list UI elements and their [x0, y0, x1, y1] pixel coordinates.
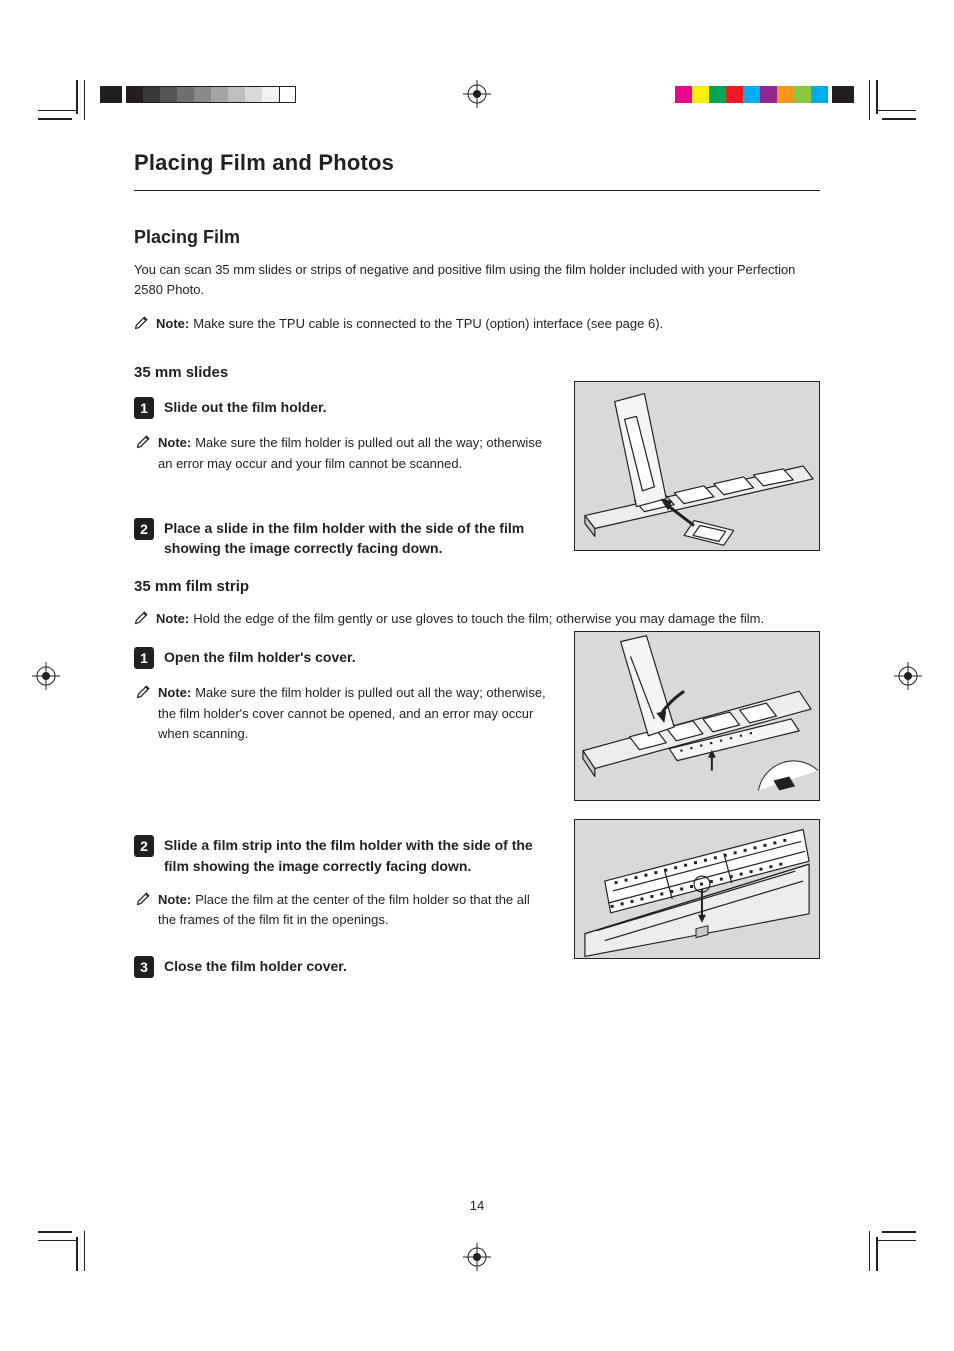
- note-body: Make sure the film holder is pulled out …: [158, 685, 546, 740]
- intro-paragraph: You can scan 35 mm slides or strips of n…: [134, 260, 820, 300]
- note-text: Note:Make sure the film holder is pulled…: [158, 683, 550, 743]
- registration-mark-icon: [463, 80, 491, 108]
- page-root: Placing Film and Photos Placing Film You…: [0, 0, 954, 1351]
- crop-mark: [876, 1237, 878, 1271]
- figure-strip-align: [574, 819, 820, 959]
- crop-mark: [38, 110, 78, 111]
- note-text: Note: Make sure the TPU cable is connecte…: [156, 314, 663, 334]
- crop-mark: [876, 80, 878, 114]
- note-icon: [136, 433, 158, 455]
- note-block: Note:Make sure the film holder is pulled…: [134, 683, 550, 743]
- crop-mark: [38, 118, 72, 120]
- page-number: 14: [470, 1198, 484, 1213]
- note-body: Hold the edge of the film gently or use …: [193, 611, 764, 626]
- color-calibration-bar: [675, 86, 854, 103]
- strip-columns-2: 2 Slide a film strip into the film holde…: [134, 819, 820, 978]
- note-icon: [134, 609, 156, 631]
- strip-columns-1: 1 Open the film holder's cover. Note:Mak…: [134, 631, 820, 801]
- step-number-icon: 2: [134, 835, 154, 857]
- grayscale-calibration-bar: [100, 86, 296, 103]
- note-body: Make sure the film holder is pulled out …: [158, 435, 542, 470]
- crop-mark: [38, 1240, 78, 1241]
- section-heading: Placing Film: [134, 227, 820, 248]
- crop-mark: [84, 80, 85, 120]
- registration-mark-icon: [32, 662, 60, 690]
- note-block: Note: Make sure the TPU cable is connecte…: [134, 314, 820, 336]
- step-text: Close the film holder cover.: [164, 956, 550, 976]
- step-3: 3 Close the film holder cover.: [134, 956, 550, 978]
- step-text: Open the film holder's cover.: [164, 647, 550, 667]
- horizontal-rule: [134, 190, 820, 191]
- step-number-icon: 1: [134, 397, 154, 419]
- registration-mark-icon: [463, 1243, 491, 1271]
- subsection-heading: 35 mm slides: [134, 364, 820, 381]
- step-text: Place a slide in the film holder with th…: [164, 518, 550, 559]
- note-label: Note:: [158, 685, 191, 700]
- figure-strip-open: [574, 631, 820, 801]
- note-label: Note:: [156, 611, 189, 626]
- crop-mark: [38, 1231, 72, 1233]
- page-title: Placing Film and Photos: [134, 150, 820, 176]
- step-number-icon: 1: [134, 647, 154, 669]
- step-2: 2 Slide a film strip into the film holde…: [134, 835, 550, 876]
- subsection-heading: 35 mm film strip: [134, 578, 820, 595]
- note-label: Note:: [156, 316, 189, 331]
- step-number-icon: 3: [134, 956, 154, 978]
- registration-mark-icon: [894, 662, 922, 690]
- note-icon: [136, 890, 158, 912]
- note-body: Make sure the TPU cable is connected to …: [193, 316, 663, 331]
- page-content: Placing Film and Photos Placing Film You…: [134, 150, 820, 1211]
- crop-mark: [876, 110, 916, 111]
- slides-columns: 1 Slide out the film holder. Note:Make s…: [134, 381, 820, 558]
- crop-mark: [84, 1231, 85, 1271]
- note-text: Note: Hold the edge of the film gently or…: [156, 609, 764, 629]
- step-1: 1 Open the film holder's cover.: [134, 647, 550, 669]
- note-body: Place the film at the center of the film…: [158, 892, 530, 927]
- note-label: Note:: [158, 435, 191, 450]
- step-text: Slide out the film holder.: [164, 397, 550, 417]
- note-icon: [134, 314, 156, 336]
- crop-mark: [869, 80, 870, 120]
- step-text: Slide a film strip into the film holder …: [164, 835, 550, 876]
- step-2: 2 Place a slide in the film holder with …: [134, 518, 550, 559]
- note-text: Note:Make sure the film holder is pulled…: [158, 433, 550, 473]
- note-icon: [136, 683, 158, 705]
- note-block: Note:Make sure the film holder is pulled…: [134, 433, 550, 473]
- step-number-icon: 2: [134, 518, 154, 540]
- figure-slide-holder: [574, 381, 820, 551]
- crop-mark: [882, 1231, 916, 1233]
- note-label: Note:: [158, 892, 191, 907]
- crop-mark: [882, 118, 916, 120]
- crop-mark: [76, 1237, 78, 1271]
- crop-mark: [876, 1240, 916, 1241]
- note-block: Note:Place the film at the center of the…: [134, 890, 550, 930]
- crop-mark: [869, 1231, 870, 1271]
- step-1: 1 Slide out the film holder.: [134, 397, 550, 419]
- note-text: Note:Place the film at the center of the…: [158, 890, 550, 930]
- note-block: Note: Hold the edge of the film gently or…: [134, 609, 820, 631]
- crop-mark: [76, 80, 78, 114]
